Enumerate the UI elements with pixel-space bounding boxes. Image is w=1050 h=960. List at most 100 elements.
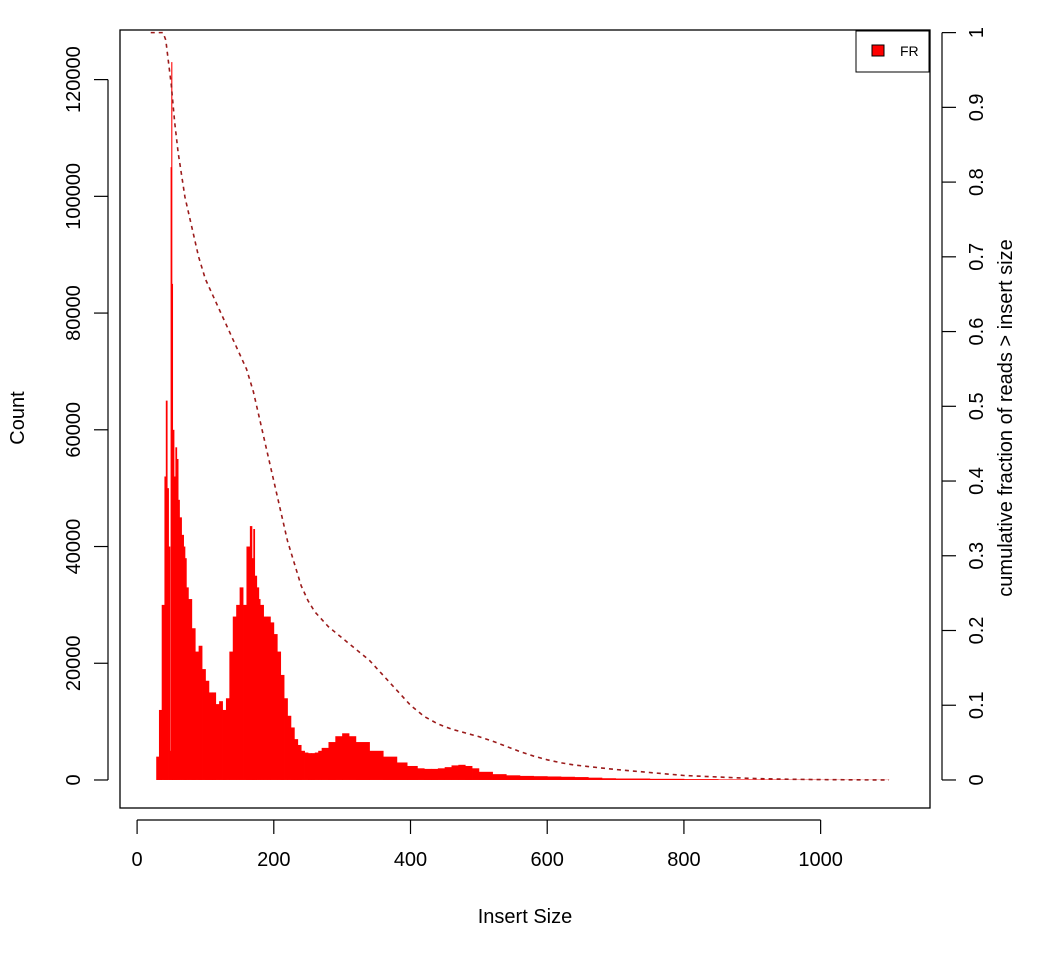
histogram-bar <box>301 750 305 780</box>
histogram-bar <box>284 698 288 780</box>
histogram-bar <box>175 447 178 780</box>
histogram-bar <box>560 776 575 780</box>
histogram-bar <box>444 767 452 780</box>
histogram-bar <box>176 458 179 780</box>
y2-tick-label: 1 <box>966 27 988 38</box>
histogram-bar <box>249 526 253 780</box>
y2-tick-label: 0.1 <box>966 691 988 719</box>
histogram-bar <box>533 776 548 780</box>
histogram-bar <box>451 765 459 780</box>
histogram-bar <box>506 775 521 780</box>
y-axis-left: 0 20000 40000 60000 80000 100000 120000 <box>63 46 109 786</box>
x-tick-label: 0 <box>132 849 143 871</box>
histogram-bar <box>649 778 685 780</box>
y-axis-right: 0 0.1 0.2 0.3 0.4 0.5 0.6 0.7 0.8 0.9 1 <box>941 27 988 786</box>
histogram-bar <box>574 777 589 780</box>
histogram-bar <box>294 739 299 780</box>
histogram-bar <box>184 558 187 780</box>
histogram-bar <box>431 768 439 780</box>
histogram-layer <box>156 62 890 780</box>
y2-tick-label: 0.9 <box>966 93 988 121</box>
histogram-bar <box>186 587 189 780</box>
histogram-bar <box>328 742 336 780</box>
histogram-bar <box>601 778 616 780</box>
histogram-bar <box>168 546 171 780</box>
y-tick-label: 80000 <box>63 285 85 341</box>
histogram-bar <box>198 645 203 780</box>
plot-frame <box>119 29 931 809</box>
cumulative-fraction-line <box>150 31 889 781</box>
histogram-bar <box>174 476 176 780</box>
histogram-bar <box>615 778 651 780</box>
histogram-bar <box>314 752 319 780</box>
histogram-bar <box>164 476 167 780</box>
histogram-bar <box>254 575 258 780</box>
y-tick-label: 100000 <box>63 163 85 230</box>
y2-tick-label: 0.8 <box>966 168 988 196</box>
histogram-bar <box>167 488 169 780</box>
histogram-bar <box>171 62 173 780</box>
histogram-bar <box>588 777 603 780</box>
y2-tick-label: 0.7 <box>966 243 988 271</box>
histogram-bar <box>492 774 507 780</box>
histogram-bar <box>355 742 370 780</box>
histogram-bar <box>478 771 493 780</box>
histogram-bar <box>179 517 182 780</box>
histogram-bar <box>519 775 534 780</box>
histogram-bar <box>170 167 172 780</box>
histogram-bar <box>472 768 480 780</box>
histogram-bar <box>219 701 223 780</box>
histogram-bar <box>342 733 350 780</box>
legend-swatch-fr <box>871 44 885 57</box>
histogram-bar <box>191 628 196 780</box>
histogram-bar <box>437 768 446 780</box>
histogram-bar <box>253 529 256 780</box>
y-tick-label: 60000 <box>63 402 85 458</box>
x-axis: 0 200 400 600 800 1000 <box>132 819 843 871</box>
histogram-bar <box>183 546 186 780</box>
histogram-bar <box>169 750 171 780</box>
legend-label-fr: FR <box>900 43 919 59</box>
y-tick-label: 120000 <box>63 46 85 113</box>
histogram-bar <box>318 750 323 780</box>
y-tick-label: 0 <box>63 774 85 785</box>
histogram-bar <box>195 651 200 780</box>
histogram-bar <box>171 283 174 780</box>
histogram-bar <box>156 756 160 780</box>
histogram-bar <box>225 698 230 780</box>
histogram-bar <box>311 753 316 780</box>
histogram-bar <box>465 765 473 780</box>
x-axis-title: Insert Size <box>478 906 572 928</box>
histogram-bar <box>547 776 562 780</box>
x-tick-label: 200 <box>257 849 290 871</box>
histogram-bar <box>258 599 261 780</box>
histogram-bar <box>683 779 719 780</box>
cumulative-line-layer <box>150 31 889 781</box>
histogram-bar <box>273 634 278 780</box>
legend-box <box>855 30 930 73</box>
histogram-bar <box>270 622 275 780</box>
histogram-bar <box>243 604 247 780</box>
histogram-bar <box>335 736 343 780</box>
histogram-bar <box>396 762 408 780</box>
histogram-bar <box>239 587 244 780</box>
histogram-bar <box>348 736 357 780</box>
y-tick-label: 20000 <box>63 635 85 691</box>
histogram-bar <box>297 744 302 780</box>
histogram-bar <box>178 499 180 780</box>
y2-axis-title: cumulative fraction of reads > insert si… <box>995 239 1017 596</box>
histogram-bar <box>172 429 175 780</box>
histogram-bar <box>383 756 398 780</box>
y2-tick-label: 0.4 <box>966 467 988 495</box>
histogram-bar <box>215 704 220 780</box>
histogram-bar <box>718 779 753 780</box>
histogram-bar <box>205 680 210 780</box>
histogram-bar <box>165 400 168 780</box>
histogram-bar <box>260 604 264 780</box>
y2-tick-label: 0.2 <box>966 617 988 645</box>
histogram-bar <box>290 727 295 780</box>
histogram-bar <box>277 651 282 780</box>
histogram-bar <box>458 764 466 780</box>
